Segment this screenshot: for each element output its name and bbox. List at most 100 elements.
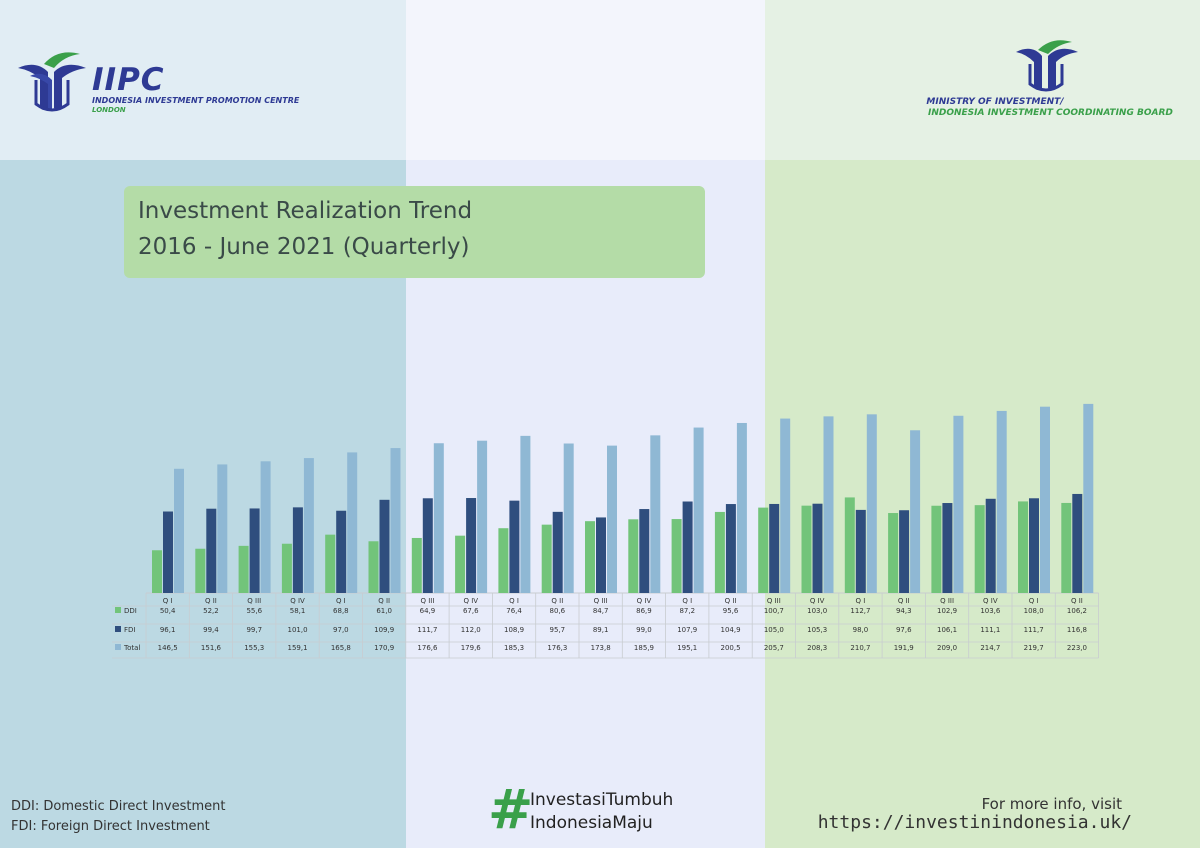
panel-top-right: [765, 0, 1200, 160]
value-label-total: 146,5: [158, 644, 178, 652]
category-label: Q IV: [290, 597, 305, 605]
bar-total-20: [1040, 406, 1050, 593]
category-label: Q III: [594, 597, 608, 605]
bar-fdi-12: [682, 501, 693, 593]
bar-ddi-12: [671, 519, 682, 593]
value-label-fdi: 101,0: [288, 626, 308, 634]
bar-fdi-11: [639, 509, 650, 593]
value-label-fdi: 116,8: [1067, 626, 1087, 634]
bar-ddi-17: [888, 513, 899, 593]
bar-total-8: [520, 435, 531, 593]
bar-fdi-5: [379, 499, 390, 593]
bar-fdi-4: [336, 510, 347, 593]
bar-ddi-6: [411, 537, 422, 593]
value-label-ddi: 100,7: [764, 607, 784, 615]
category-label: Q I: [1029, 597, 1039, 605]
value-label-fdi: 97,0: [333, 626, 349, 634]
bar-fdi-16: [855, 509, 866, 593]
bar-ddi-5: [368, 541, 379, 593]
value-label-total: 151,6: [201, 644, 222, 652]
value-label-total: 200,5: [721, 644, 741, 652]
category-label: Q II: [378, 597, 390, 605]
bar-total-4: [347, 452, 358, 593]
value-label-ddi: 67,6: [463, 607, 479, 615]
value-label-ddi: 80,6: [550, 607, 566, 615]
value-label-total: 170,9: [374, 644, 394, 652]
hashtag-line1: InvestasiTumbuh: [530, 790, 674, 810]
chart-title-line1: Investment Realization Trend: [138, 198, 473, 224]
hashtag-icon: #: [488, 778, 534, 841]
bar-ddi-4: [325, 534, 336, 593]
iipc-logo-city: LONDON: [92, 106, 126, 114]
legend-label-fdi: FDI: [124, 626, 135, 634]
legend-swatch-fdi: [115, 626, 121, 632]
bar-total-13: [736, 422, 747, 593]
value-label-fdi: 104,9: [721, 626, 741, 634]
bar-fdi-19: [985, 498, 996, 593]
bar-fdi-17: [899, 510, 910, 593]
value-label-total: 159,1: [288, 644, 308, 652]
value-label-ddi: 50,4: [160, 607, 176, 615]
value-label-total: 210,7: [850, 644, 870, 652]
value-label-fdi: 112,0: [461, 626, 481, 634]
bar-ddi-18: [931, 505, 942, 593]
value-label-total: 179,6: [461, 644, 482, 652]
bar-fdi-15: [812, 503, 823, 593]
bar-ddi-11: [628, 519, 639, 593]
value-label-ddi: 86,9: [636, 607, 652, 615]
category-label: Q III: [420, 597, 434, 605]
bar-fdi-7: [466, 498, 477, 593]
bar-fdi-1: [206, 508, 217, 593]
value-label-fdi: 111,7: [1024, 626, 1044, 634]
info-caption: For more info, visit: [981, 795, 1122, 813]
value-label-ddi: 84,7: [593, 607, 609, 615]
bar-ddi-15: [801, 505, 812, 593]
bar-ddi-10: [585, 521, 595, 593]
value-label-total: 205,7: [764, 644, 784, 652]
bar-total-11: [650, 435, 661, 593]
value-label-ddi: 55,6: [246, 607, 262, 615]
category-label: Q II: [205, 597, 217, 605]
ministry-leaf-logo-icon: [1016, 40, 1078, 92]
legend-label-total: Total: [123, 644, 140, 652]
hashtag-line2: IndonesiaMaju: [530, 813, 653, 833]
website-link[interactable]: https://investinindonesia.uk/: [817, 812, 1132, 833]
value-label-total: 195,1: [677, 644, 697, 652]
value-label-ddi: 103,6: [980, 607, 1001, 615]
bar-total-2: [260, 461, 271, 593]
bar-fdi-13: [725, 504, 736, 593]
value-label-total: 214,7: [980, 644, 1000, 652]
category-label: Q IV: [983, 597, 998, 605]
bar-ddi-21: [1061, 502, 1072, 593]
value-label-total: 209,0: [937, 644, 957, 652]
value-label-total: 165,8: [331, 644, 351, 652]
category-label: Q I: [856, 597, 866, 605]
bar-fdi-20: [1029, 498, 1039, 593]
category-label: Q I: [682, 597, 692, 605]
bar-total-15: [823, 416, 834, 593]
bar-fdi-0: [163, 511, 173, 593]
value-label-ddi: 52,2: [203, 607, 219, 615]
value-label-ddi: 112,7: [850, 607, 870, 615]
legend-label-ddi: DDI: [124, 607, 137, 615]
value-label-fdi: 108,9: [504, 626, 524, 634]
value-label-fdi: 96,1: [160, 626, 176, 634]
fdi-abbreviation-note: FDI: Foreign Direct Investment: [11, 819, 210, 834]
value-label-ddi: 106,2: [1067, 607, 1087, 615]
category-label: Q III: [247, 597, 261, 605]
bar-total-10: [607, 445, 617, 593]
bar-ddi-9: [541, 524, 552, 593]
value-label-total: 219,7: [1024, 644, 1044, 652]
category-label: Q IV: [463, 597, 478, 605]
value-label-ddi: 102,9: [937, 607, 957, 615]
value-label-ddi: 108,0: [1024, 607, 1044, 615]
ministry-logo-line1: MINISTRY OF INVESTMENT/: [926, 97, 1064, 107]
value-label-total: 173,8: [591, 644, 611, 652]
category-label: Q III: [767, 597, 781, 605]
bar-ddi-20: [1018, 501, 1028, 593]
category-label: Q I: [336, 597, 346, 605]
value-label-fdi: 107,9: [677, 626, 697, 634]
bar-ddi-2: [238, 545, 249, 593]
value-label-fdi: 99,7: [246, 626, 262, 634]
legend-swatch-ddi: [115, 607, 121, 613]
